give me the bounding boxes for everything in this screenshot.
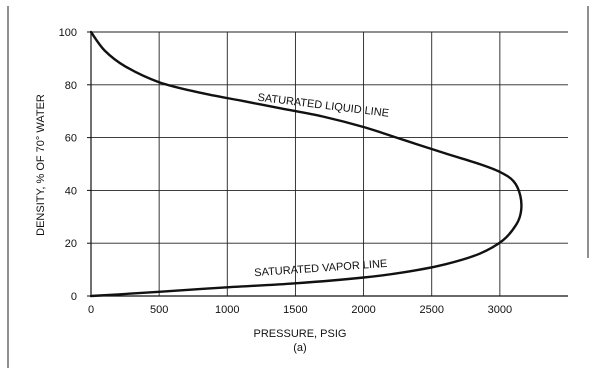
x-tick-label-3000: 3000 — [488, 304, 512, 316]
x-tick-label-2000: 2000 — [351, 304, 375, 316]
y-tick-label-0: 0 — [71, 291, 77, 303]
y-axis-label: DENSITY, % OF 70° WATER — [35, 94, 47, 236]
y-tick-label-60: 60 — [65, 133, 77, 145]
y-tick-label-80: 80 — [65, 80, 77, 92]
x-tick-label-2500: 2500 — [419, 304, 443, 316]
figure-caption: (a) — [293, 342, 306, 354]
x-tick-label-0: 0 — [88, 304, 94, 316]
saturation-curve — [89, 30, 523, 298]
y-tick-label-40: 40 — [65, 185, 77, 197]
x-tick-label-1000: 1000 — [215, 304, 239, 316]
x-axis-label: PRESSURE, PSIG — [254, 328, 347, 340]
x-tick-label-500: 500 — [150, 304, 168, 316]
x-tick-label-1500: 1500 — [283, 304, 307, 316]
y-tick-label-20: 20 — [65, 238, 77, 250]
grid — [91, 31, 568, 296]
y-tick-label-100: 100 — [59, 27, 77, 39]
axes — [87, 31, 568, 297]
